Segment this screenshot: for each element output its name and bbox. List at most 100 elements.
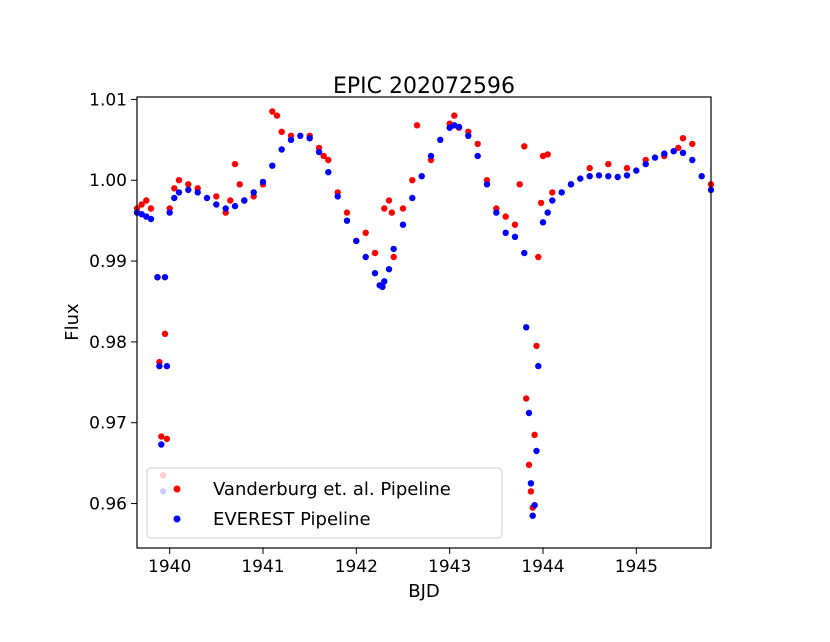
data-point-series-0 [549,189,556,196]
data-point-series-0 [138,201,145,208]
data-point-series-1 [493,209,500,216]
data-point-series-1 [297,132,304,139]
data-point-series-1 [483,181,491,188]
data-point-series-1 [343,217,351,224]
data-point-series-0 [185,181,192,188]
y-tick-label: 1.01 [89,90,127,110]
y-axis-label: Flux [62,303,83,341]
data-point-series-0 [390,253,397,261]
x-tick-label: 1944 [521,557,564,577]
data-point-series-1 [661,150,668,157]
data-point-series-1 [353,237,360,245]
data-point-series-1 [409,194,416,202]
data-point-series-0 [675,144,682,152]
data-point-series-0 [343,209,351,216]
data-point-series-0 [533,342,540,350]
data-point-series-1 [385,266,393,273]
data-point-series-1 [567,181,575,188]
data-point-series-1 [379,283,386,291]
data-point-series-1 [175,189,183,196]
data-point-series-1 [689,156,696,164]
data-point-series-1 [154,274,161,281]
y-tick-label: 1.00 [89,171,127,191]
x-tick-label: 1942 [335,557,378,577]
data-point-series-0 [531,431,538,438]
data-point-series-0 [278,128,285,135]
y-tick-label: 0.99 [89,252,127,272]
data-point-series-1 [147,215,155,223]
x-axis-label: BJD [408,581,440,602]
data-point-series-0 [227,197,234,204]
data-point-series-0 [161,330,169,337]
data-point-series-0 [451,112,458,119]
legend-marker-everest [173,515,181,523]
data-point-series-1 [521,249,528,257]
data-point-series-0 [413,122,421,129]
data-point-series-0 [527,488,535,495]
data-point-series-1 [399,221,407,228]
data-point-series-1 [605,173,612,180]
data-point-series-0 [544,151,551,158]
data-point-series-0 [679,135,687,142]
data-point-series-0 [175,177,183,184]
data-point-series-1 [250,189,257,196]
data-point-series-0 [689,140,696,148]
data-point-series-0 [171,185,178,192]
data-point-series-0 [516,181,523,188]
data-point-series-0 [409,177,416,184]
data-point-series-1 [381,278,388,285]
x-tick-label: 1943 [428,557,471,577]
data-point-series-0 [605,160,612,168]
data-point-series-0 [537,199,545,207]
data-point-series-1 [241,197,248,204]
data-point-series-1 [533,447,540,455]
data-point-series-1 [523,324,530,331]
legend-box [146,467,503,539]
data-point-series-1 [213,201,220,208]
y-tick-label: 0.97 [89,414,127,434]
data-point-series-0 [385,197,393,204]
data-point-series-1 [455,123,463,131]
data-point-series-0 [521,143,528,150]
data-point-series-0 [362,229,369,236]
data-point-series-1 [315,148,323,156]
x-axis-ticks: 1940 1941 1942 1943 1944 1945 [148,548,658,577]
data-point-series-0 [236,181,243,188]
data-point-series-1 [502,229,509,236]
data-point-series-1 [465,132,472,139]
data-point-series-1 [161,274,169,281]
data-point-series-0 [325,156,332,164]
x-tick-label: 1940 [148,557,191,577]
data-point-series-0 [623,164,631,172]
data-point-series-1 [362,253,369,261]
data-point-series-1 [166,209,173,216]
data-point-series-1 [614,173,621,181]
data-point-series-1 [185,186,192,194]
data-point-series-1 [651,154,659,161]
data-point-series-1 [633,167,640,174]
data-point-series-0 [381,205,388,212]
data-points [133,108,715,519]
data-point-series-0 [147,205,155,212]
data-point-series-0 [213,193,220,200]
data-point-series-1 [698,173,705,180]
data-point-series-1 [287,136,295,143]
data-point-series-1 [231,202,239,210]
legend-label-everest: EVEREST Pipeline [213,509,371,530]
data-point-series-0 [502,213,509,220]
data-point-series-1 [278,146,285,153]
data-point-series-1 [577,175,584,182]
chart-title: EPIC 202072596 [333,74,515,99]
data-point-series-1 [427,152,435,160]
data-point-series-0 [143,197,150,204]
data-point-series-1 [535,362,542,370]
legend-marker-vanderburg [173,485,181,493]
plot-frame [136,96,712,549]
data-point-series-0 [371,249,379,257]
data-point-series-0 [231,160,239,168]
data-point-series-0 [269,108,276,115]
data-point-series-1 [539,219,547,226]
data-point-series-1 [203,194,211,202]
data-point-series-0 [163,435,171,443]
